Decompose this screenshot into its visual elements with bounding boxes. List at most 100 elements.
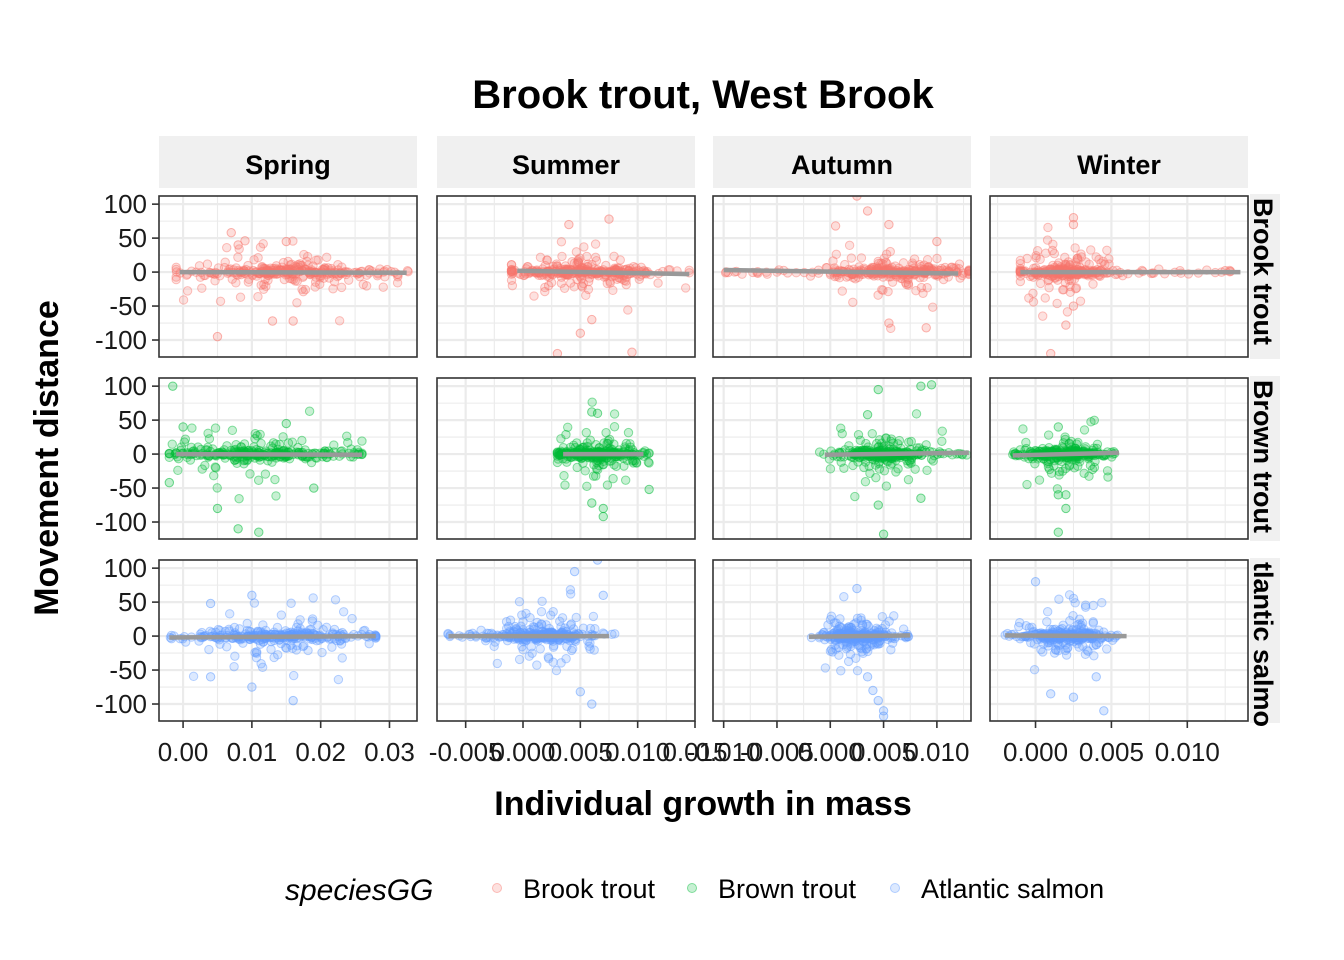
data-point — [867, 638, 877, 648]
data-point — [566, 619, 576, 629]
data-point — [591, 463, 602, 474]
data-point — [1060, 252, 1070, 263]
panel-border — [158, 195, 418, 358]
data-point — [1042, 617, 1052, 627]
data-point — [562, 641, 572, 651]
data-point — [1065, 260, 1075, 270]
data-point-outlier — [884, 318, 894, 328]
data-point — [552, 447, 563, 457]
data-point — [1065, 260, 1075, 270]
strip-right-label: tlantic salmo — [1248, 562, 1278, 727]
data-point — [518, 645, 528, 655]
data-point — [506, 275, 517, 285]
data-point — [870, 460, 881, 470]
data-point — [828, 256, 838, 266]
data-point-outlier — [852, 583, 862, 594]
panel-border — [989, 195, 1249, 358]
data-point — [302, 256, 312, 266]
data-point — [836, 457, 846, 467]
data-point — [844, 240, 855, 251]
data-point-outlier — [1053, 527, 1063, 537]
data-point — [224, 624, 234, 635]
data-point — [548, 607, 558, 617]
data-point — [581, 290, 591, 301]
data-point — [1065, 616, 1075, 626]
data-point — [255, 429, 265, 440]
data-point — [853, 640, 863, 650]
data-point — [1042, 235, 1053, 245]
data-point — [239, 459, 249, 469]
data-points — [171, 227, 413, 342]
data-point — [1069, 274, 1080, 284]
data-point — [492, 658, 503, 669]
data-point — [514, 597, 525, 607]
data-point — [555, 616, 565, 627]
data-point — [620, 442, 630, 452]
data-point — [1052, 275, 1063, 285]
data-point — [517, 610, 527, 620]
data-point — [298, 641, 308, 652]
data-point-outlier — [205, 598, 216, 609]
trend-line — [1005, 633, 1127, 639]
data-point — [623, 305, 633, 315]
data-point — [964, 266, 971, 276]
data-point — [1088, 617, 1098, 627]
data-point — [329, 440, 339, 450]
data-point — [844, 623, 854, 634]
data-point — [886, 436, 896, 447]
data-point — [863, 621, 874, 631]
data-point — [846, 622, 856, 633]
data-point — [306, 457, 317, 468]
data-point — [506, 266, 517, 276]
data-point — [623, 427, 634, 438]
y-tick-label: -50 — [109, 291, 147, 321]
data-point — [551, 259, 562, 269]
data-point — [556, 237, 567, 247]
data-point — [1098, 256, 1108, 266]
data-point — [1029, 665, 1040, 675]
data-point-outlier — [1061, 490, 1071, 500]
data-point — [268, 438, 279, 448]
x-tick-label: -0.005 — [740, 737, 814, 767]
data-point — [582, 481, 592, 491]
data-point — [1052, 638, 1063, 649]
data-point — [525, 612, 535, 623]
data-point-outlier — [240, 236, 250, 246]
data-point — [1059, 285, 1069, 295]
data-point — [179, 437, 190, 447]
y-tick-label: -50 — [109, 473, 147, 503]
data-point — [1057, 442, 1067, 452]
data-point — [585, 638, 595, 648]
legend-key — [890, 883, 900, 893]
data-point — [210, 276, 220, 286]
data-point — [863, 646, 873, 657]
data-point — [506, 260, 517, 270]
data-point — [334, 316, 345, 326]
panel-border — [436, 377, 696, 540]
y-tick-label: 100 — [104, 553, 147, 583]
legend-label: Atlantic salmon — [921, 874, 1104, 904]
data-point — [279, 274, 290, 285]
data-point-outlier — [868, 685, 878, 696]
data-point — [886, 434, 897, 444]
data-point — [1080, 442, 1091, 452]
data-point — [328, 284, 338, 294]
data-point — [233, 252, 243, 262]
data-point — [1101, 644, 1112, 654]
data-point — [270, 474, 280, 485]
data-point — [227, 274, 237, 284]
data-point — [338, 607, 349, 617]
data-point — [907, 258, 918, 268]
data-point — [582, 251, 592, 262]
data-point — [272, 622, 283, 633]
data-point — [916, 282, 927, 293]
data-point — [584, 641, 594, 651]
data-point — [236, 442, 246, 452]
data-point — [846, 622, 856, 633]
data-point-outlier — [254, 527, 264, 537]
x-tick-label: 0.005 — [1079, 737, 1144, 767]
data-point — [215, 625, 225, 636]
data-point — [1043, 458, 1053, 469]
data-point — [891, 455, 901, 466]
